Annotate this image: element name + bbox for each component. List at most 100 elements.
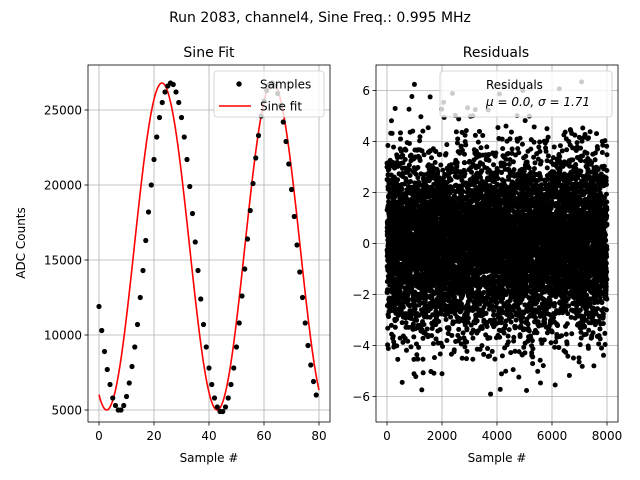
sample-point xyxy=(121,402,127,409)
legend-samples-label: Samples xyxy=(260,78,311,92)
residual-point xyxy=(451,294,457,300)
residual-point xyxy=(387,308,393,314)
sample-point xyxy=(126,380,132,386)
sample-point xyxy=(283,138,289,145)
sample-point xyxy=(203,344,209,350)
residual-point xyxy=(458,143,464,149)
residual-point xyxy=(502,322,508,328)
residual-point xyxy=(418,114,424,120)
residual-point xyxy=(462,132,468,138)
residual-point xyxy=(495,176,501,182)
sample-point xyxy=(280,119,286,125)
residual-point xyxy=(434,312,440,318)
residual-point xyxy=(495,125,501,131)
sample-point xyxy=(211,395,218,401)
sample-point xyxy=(145,209,152,215)
sample-point xyxy=(195,267,201,274)
residual-point xyxy=(475,139,481,145)
residual-point xyxy=(385,346,391,352)
residual-point xyxy=(460,330,466,336)
residual-point xyxy=(491,162,497,168)
residual-point xyxy=(386,186,392,192)
residual-point xyxy=(510,367,516,373)
residual-point xyxy=(433,148,439,154)
residual-point xyxy=(456,116,462,122)
residual-point xyxy=(493,150,499,156)
sample-point xyxy=(302,320,308,326)
residual-point xyxy=(406,140,412,146)
residual-point xyxy=(516,374,522,380)
residual-point xyxy=(403,320,409,326)
residual-point xyxy=(400,339,406,345)
residual-point xyxy=(386,181,392,187)
residual-point xyxy=(467,182,473,188)
residual-point xyxy=(458,341,464,347)
residual-point xyxy=(447,195,453,201)
sample-point xyxy=(170,81,176,88)
sample-point xyxy=(209,381,215,388)
residual-point xyxy=(406,106,412,112)
residual-point xyxy=(464,356,470,362)
sample-point xyxy=(184,156,190,163)
ax1-ytick-label: 25000 xyxy=(44,104,82,118)
residual-point xyxy=(419,387,425,393)
residual-point xyxy=(392,105,398,111)
residual-point xyxy=(420,128,426,134)
residual-point xyxy=(511,334,517,340)
residual-point xyxy=(481,351,487,357)
residual-point xyxy=(499,371,504,377)
residual-point xyxy=(433,336,439,342)
sample-point xyxy=(313,392,319,398)
sample-point xyxy=(233,344,240,350)
residual-point xyxy=(427,94,433,100)
sample-point xyxy=(129,363,135,370)
sample-point xyxy=(220,408,226,415)
residual-point xyxy=(487,335,493,341)
residual-point xyxy=(409,94,415,100)
residual-point xyxy=(397,130,403,136)
residual-point xyxy=(438,162,444,168)
sample-point xyxy=(308,362,314,368)
sample-point xyxy=(200,321,207,328)
residual-point xyxy=(463,128,469,134)
residual-point xyxy=(420,356,426,362)
sample-point xyxy=(154,134,160,140)
residual-point xyxy=(464,348,470,354)
sample-point xyxy=(198,296,204,302)
sample-point xyxy=(140,267,146,274)
residual-point xyxy=(484,144,490,150)
sample-point xyxy=(253,155,259,161)
residual-point xyxy=(429,333,435,339)
residual-point xyxy=(424,326,430,332)
residual-point xyxy=(411,334,417,340)
residual-point xyxy=(470,335,476,341)
sample-point xyxy=(137,294,143,301)
residual-point xyxy=(462,344,468,350)
residual-point xyxy=(420,335,426,341)
residual-point xyxy=(448,162,454,168)
sample-point xyxy=(291,213,297,220)
residual-point xyxy=(465,319,471,325)
ax1-ytick-label: 15000 xyxy=(44,254,82,268)
residual-point xyxy=(516,150,522,156)
residual-point xyxy=(459,301,465,307)
residual-point xyxy=(425,125,431,131)
residual-point xyxy=(517,135,523,141)
residual-point xyxy=(416,344,422,350)
sine-fit-xlabel: Sample # xyxy=(180,451,239,465)
residual-point xyxy=(472,132,478,138)
residual-point xyxy=(431,355,437,361)
residual-point xyxy=(465,315,471,321)
sample-point xyxy=(123,393,130,400)
sample-point xyxy=(104,366,110,373)
residual-point xyxy=(478,145,484,151)
residual-point xyxy=(448,177,454,183)
residual-point xyxy=(412,306,418,312)
residual-point xyxy=(470,356,476,362)
residual-point xyxy=(487,353,493,359)
residual-point xyxy=(420,370,426,376)
residual-point xyxy=(451,347,457,353)
residual-point xyxy=(435,168,441,174)
